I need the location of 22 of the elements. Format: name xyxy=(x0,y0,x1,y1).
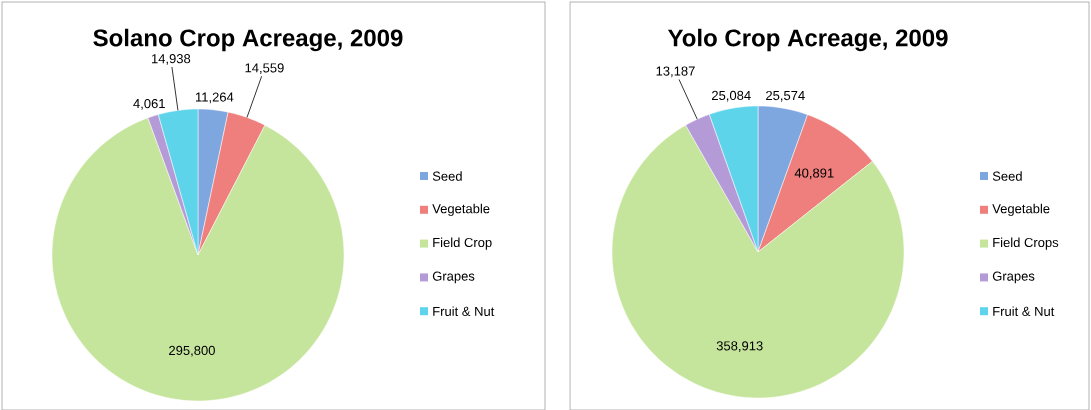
data-label: 11,264 xyxy=(195,92,234,104)
data-label: 14,938 xyxy=(151,54,191,65)
legend-label: Vegetable xyxy=(992,203,1050,216)
legend-label: Fruit & Nut xyxy=(433,306,495,316)
legend-label: Seed xyxy=(432,171,462,181)
data-label: 14,559 xyxy=(245,63,284,74)
legend-label: Grapes xyxy=(992,271,1035,284)
data-label: 4,061 xyxy=(133,98,165,110)
data-label: 13,187 xyxy=(656,66,695,78)
legend-label: Fruit & Nut xyxy=(993,306,1055,316)
data-label: 358,913 xyxy=(716,341,763,352)
chart-title: Solano Crop Acreage, 2009 xyxy=(93,28,403,52)
legend-label: Vegetable xyxy=(432,203,490,216)
data-label: 25,574 xyxy=(766,90,805,102)
data-label: 25,084 xyxy=(712,90,751,102)
legend-label: Grapes xyxy=(432,271,475,284)
legend-label: Field Crops xyxy=(993,237,1059,250)
data-label: 295,800 xyxy=(169,345,215,357)
legend-label: Field Crop xyxy=(433,237,492,250)
data-label: 40,891 xyxy=(794,168,834,180)
chart-title: Yolo Crop Acreage, 2009 xyxy=(667,28,948,52)
legend-label: Seed xyxy=(992,171,1022,181)
